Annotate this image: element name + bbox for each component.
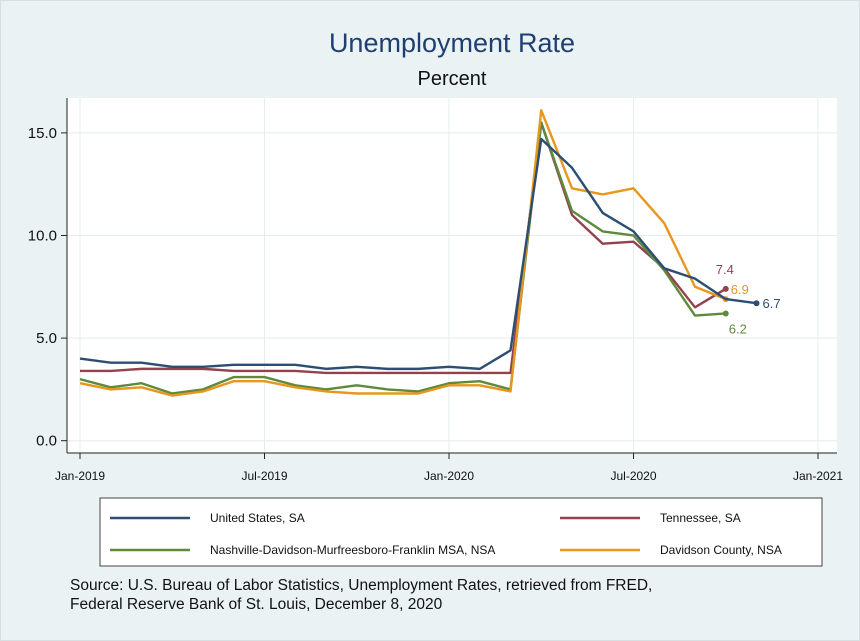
series-end-point-tennessee-sa — [722, 285, 729, 292]
source-note: Source: U.S. Bureau of Labor Statistics,… — [70, 576, 652, 614]
legend-label: Nashville-Davidson-Murfreesboro-Franklin… — [210, 543, 495, 557]
series-line-united-states-sa — [79, 137, 757, 371]
x-tick-label: Jan-2021 — [793, 469, 843, 483]
legend-label: United States, SA — [210, 511, 305, 525]
legend-box — [99, 497, 823, 567]
y-tick-label: 15.0 — [28, 125, 57, 142]
x-tick-label: Jul-2020 — [610, 469, 656, 483]
chart-title: Unemployment Rate — [329, 28, 575, 58]
series-end-label-tennessee-sa: 7.4 — [716, 262, 734, 277]
series-line-davidson-county-nsa — [79, 109, 727, 397]
legend-label: Davidson County, NSA — [660, 543, 782, 557]
chart-subtitle: Percent — [418, 68, 487, 90]
source-line-2: Federal Reserve Bank of St. Louis, Decem… — [70, 596, 443, 613]
series-end-point-united-states-sa — [753, 300, 760, 307]
series-end-point-nashville-davidson-murfreesboro-franklin-msa-nsa — [722, 310, 729, 317]
series-end-label-united-states-sa: 6.7 — [763, 296, 781, 311]
source-line-1: Source: U.S. Bureau of Labor Statistics,… — [70, 577, 653, 594]
y-tick-label: 10.0 — [28, 227, 57, 244]
legend-label: Tennessee, SA — [660, 511, 741, 525]
series-end-label-nashville-davidson-murfreesboro-franklin-msa-nsa: 6.2 — [729, 321, 747, 336]
plot-area — [67, 98, 837, 453]
x-tick-label: Jan-2020 — [424, 469, 474, 483]
series-line-nashville-davidson-murfreesboro-franklin-msa-nsa — [79, 121, 726, 395]
series-line-tennessee-sa — [80, 121, 727, 375]
x-tick-label: Jan-2019 — [55, 469, 105, 483]
y-tick-label: 5.0 — [36, 330, 57, 347]
series-end-label-davidson-county-nsa: 6.9 — [731, 282, 749, 297]
x-tick-label: Jul-2019 — [241, 469, 287, 483]
y-tick-label: 0.0 — [36, 433, 57, 450]
